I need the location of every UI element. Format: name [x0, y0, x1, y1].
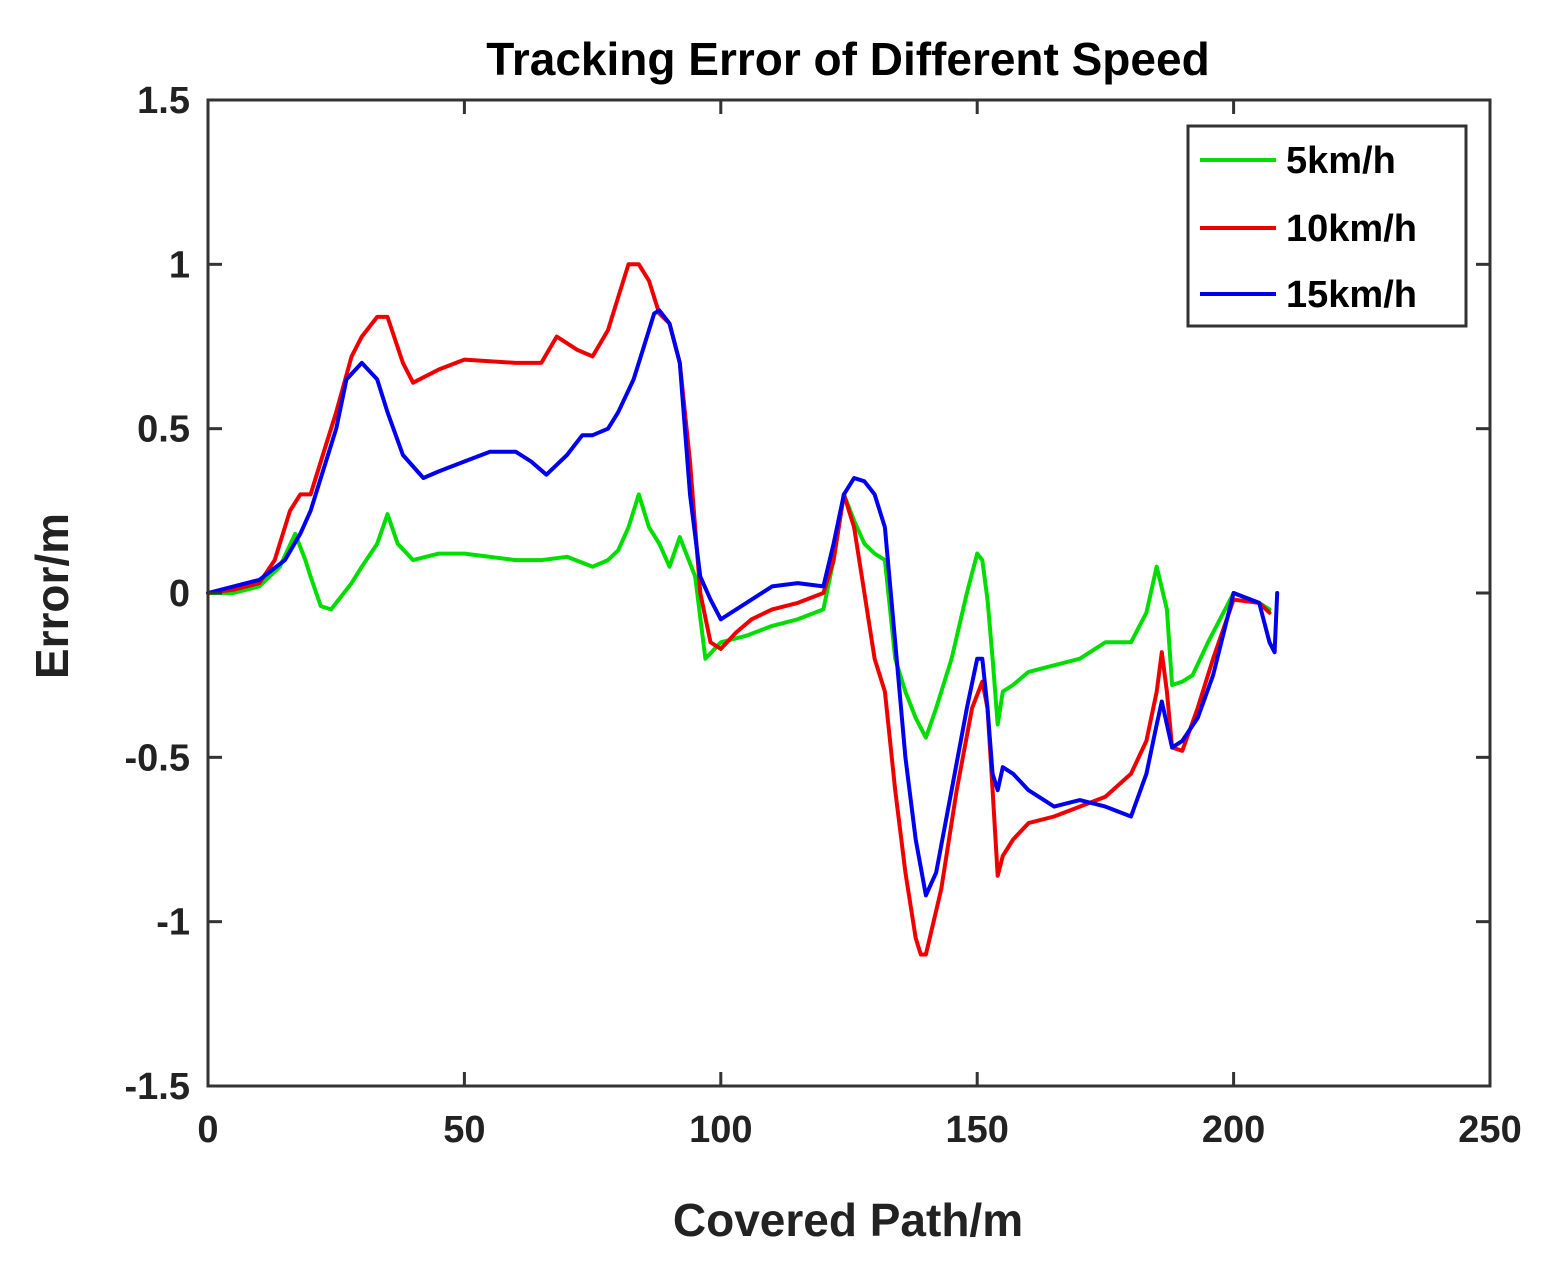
- y-tick-label: -1.5: [125, 1066, 190, 1108]
- legend: 5km/h 10km/h 15km/h: [1186, 124, 1468, 328]
- x-tick-label: 200: [1202, 1109, 1265, 1151]
- y-axis-label: Error/m: [26, 513, 78, 679]
- legend-label-10kmh: 10km/h: [1286, 208, 1417, 250]
- series-line-10kmh: [206, 262, 1272, 957]
- series-line-15kmh: [206, 308, 1280, 898]
- x-tick-label: 0: [197, 1109, 218, 1151]
- series-layer: [206, 262, 1280, 957]
- y-tick-label: 0: [169, 573, 190, 615]
- y-tick-label: 1: [169, 244, 190, 286]
- legend-label-5kmh: 5km/h: [1286, 140, 1396, 182]
- y-tick-label: -1: [156, 902, 190, 944]
- plot-area-frame: [206, 98, 1492, 1088]
- x-tick-label: 100: [689, 1109, 752, 1151]
- y-tick-label: 0.5: [137, 409, 190, 451]
- x-axis-label: Covered Path/m: [673, 1194, 1023, 1246]
- y-tick-label: 1.5: [137, 80, 190, 122]
- x-tick-label: 250: [1458, 1109, 1521, 1151]
- series-line-5kmh: [206, 492, 1272, 740]
- chart-title: Tracking Error of Different Speed: [486, 33, 1209, 85]
- x-tick-label: 50: [443, 1109, 485, 1151]
- y-tick-label: -0.5: [125, 737, 190, 779]
- legend-label-15kmh: 15km/h: [1286, 274, 1417, 316]
- x-tick-label: 150: [945, 1109, 1008, 1151]
- ticks-layer: 0 50 100 150 200 250 -1.5 -1 -0.5 0 0.5 1 1.5: [125, 80, 1522, 1151]
